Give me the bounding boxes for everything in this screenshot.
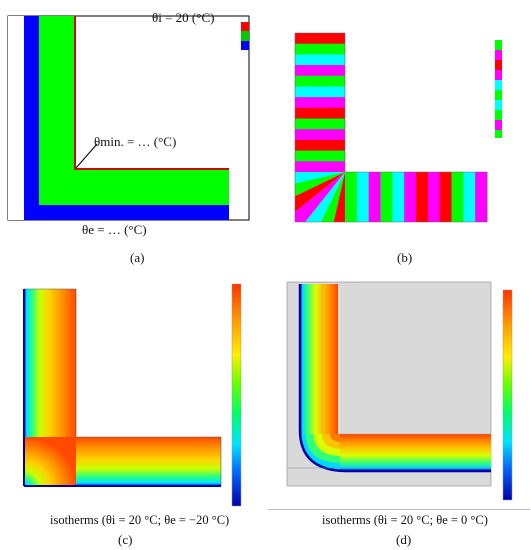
panel-c-caption: isotherms (θi = 20 °C; θe = −20 °C) — [50, 513, 230, 527]
panel-b-diagram — [200, 32, 488, 262]
panel-b-band — [404, 172, 417, 222]
panel-b-band — [392, 172, 405, 222]
panel-b-band — [295, 75, 345, 87]
panel-b-legend — [495, 40, 502, 138]
panel-b-band — [295, 139, 345, 152]
panel-b-band — [368, 172, 381, 222]
panel-b-corner-wedge — [282, 172, 345, 235]
theta-min-label: θmin. = … (°C) — [94, 134, 177, 149]
panel-b-band — [427, 172, 441, 222]
panel-a-letter: (a) — [130, 250, 145, 265]
panel-b-band — [295, 43, 345, 55]
panel-b-band — [295, 86, 345, 98]
panel-b-band — [295, 161, 345, 173]
panel-b-band — [295, 54, 345, 66]
panel-b-band — [475, 172, 488, 222]
panel-b-band — [295, 118, 345, 130]
panel-a-diagram — [7, 15, 250, 221]
panel-b-band — [295, 150, 345, 162]
theta-e-label: θe = … (°C) — [82, 222, 147, 237]
theta-i-label: θi = 20 (°C) — [152, 10, 215, 25]
panel-b-band — [295, 129, 345, 141]
panel-c-legend — [231, 283, 242, 507]
panel-b-band — [463, 172, 476, 222]
panel-b-band — [295, 107, 345, 120]
panel-b-letter: (b) — [397, 250, 413, 265]
panel-b-band — [295, 97, 345, 109]
panel-d-diagram — [286, 281, 492, 487]
divider-line — [268, 509, 530, 510]
panel-b-band — [380, 172, 393, 222]
panel-d-letter: (d) — [396, 532, 412, 547]
panel-c-letter: (c) — [118, 532, 133, 547]
panel-b-band — [356, 172, 370, 222]
panel-d-legend — [502, 289, 513, 501]
panel-b-band — [439, 172, 452, 222]
panel-b-band — [345, 172, 358, 222]
panel-b-band — [416, 172, 429, 222]
panel-b-band — [451, 172, 464, 222]
panel-b-band — [295, 33, 345, 45]
panel-b-band — [295, 65, 345, 77]
panel-d-caption: isotherms (θi = 20 °C; θe = 0 °C) — [322, 513, 488, 527]
panel-c-diagram — [22, 288, 222, 488]
